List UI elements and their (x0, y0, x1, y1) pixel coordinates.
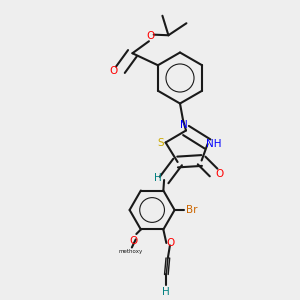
Text: H: H (163, 286, 170, 297)
Text: O: O (129, 236, 137, 246)
Text: O: O (215, 169, 223, 179)
Text: O: O (110, 66, 118, 76)
Text: H: H (154, 172, 161, 183)
Text: Br: Br (186, 205, 197, 215)
Text: O: O (146, 31, 154, 41)
Text: N: N (180, 120, 188, 130)
Text: methoxy: methoxy (118, 250, 142, 254)
Text: NH: NH (206, 139, 222, 149)
Text: O: O (167, 238, 175, 248)
Text: S: S (157, 137, 164, 148)
